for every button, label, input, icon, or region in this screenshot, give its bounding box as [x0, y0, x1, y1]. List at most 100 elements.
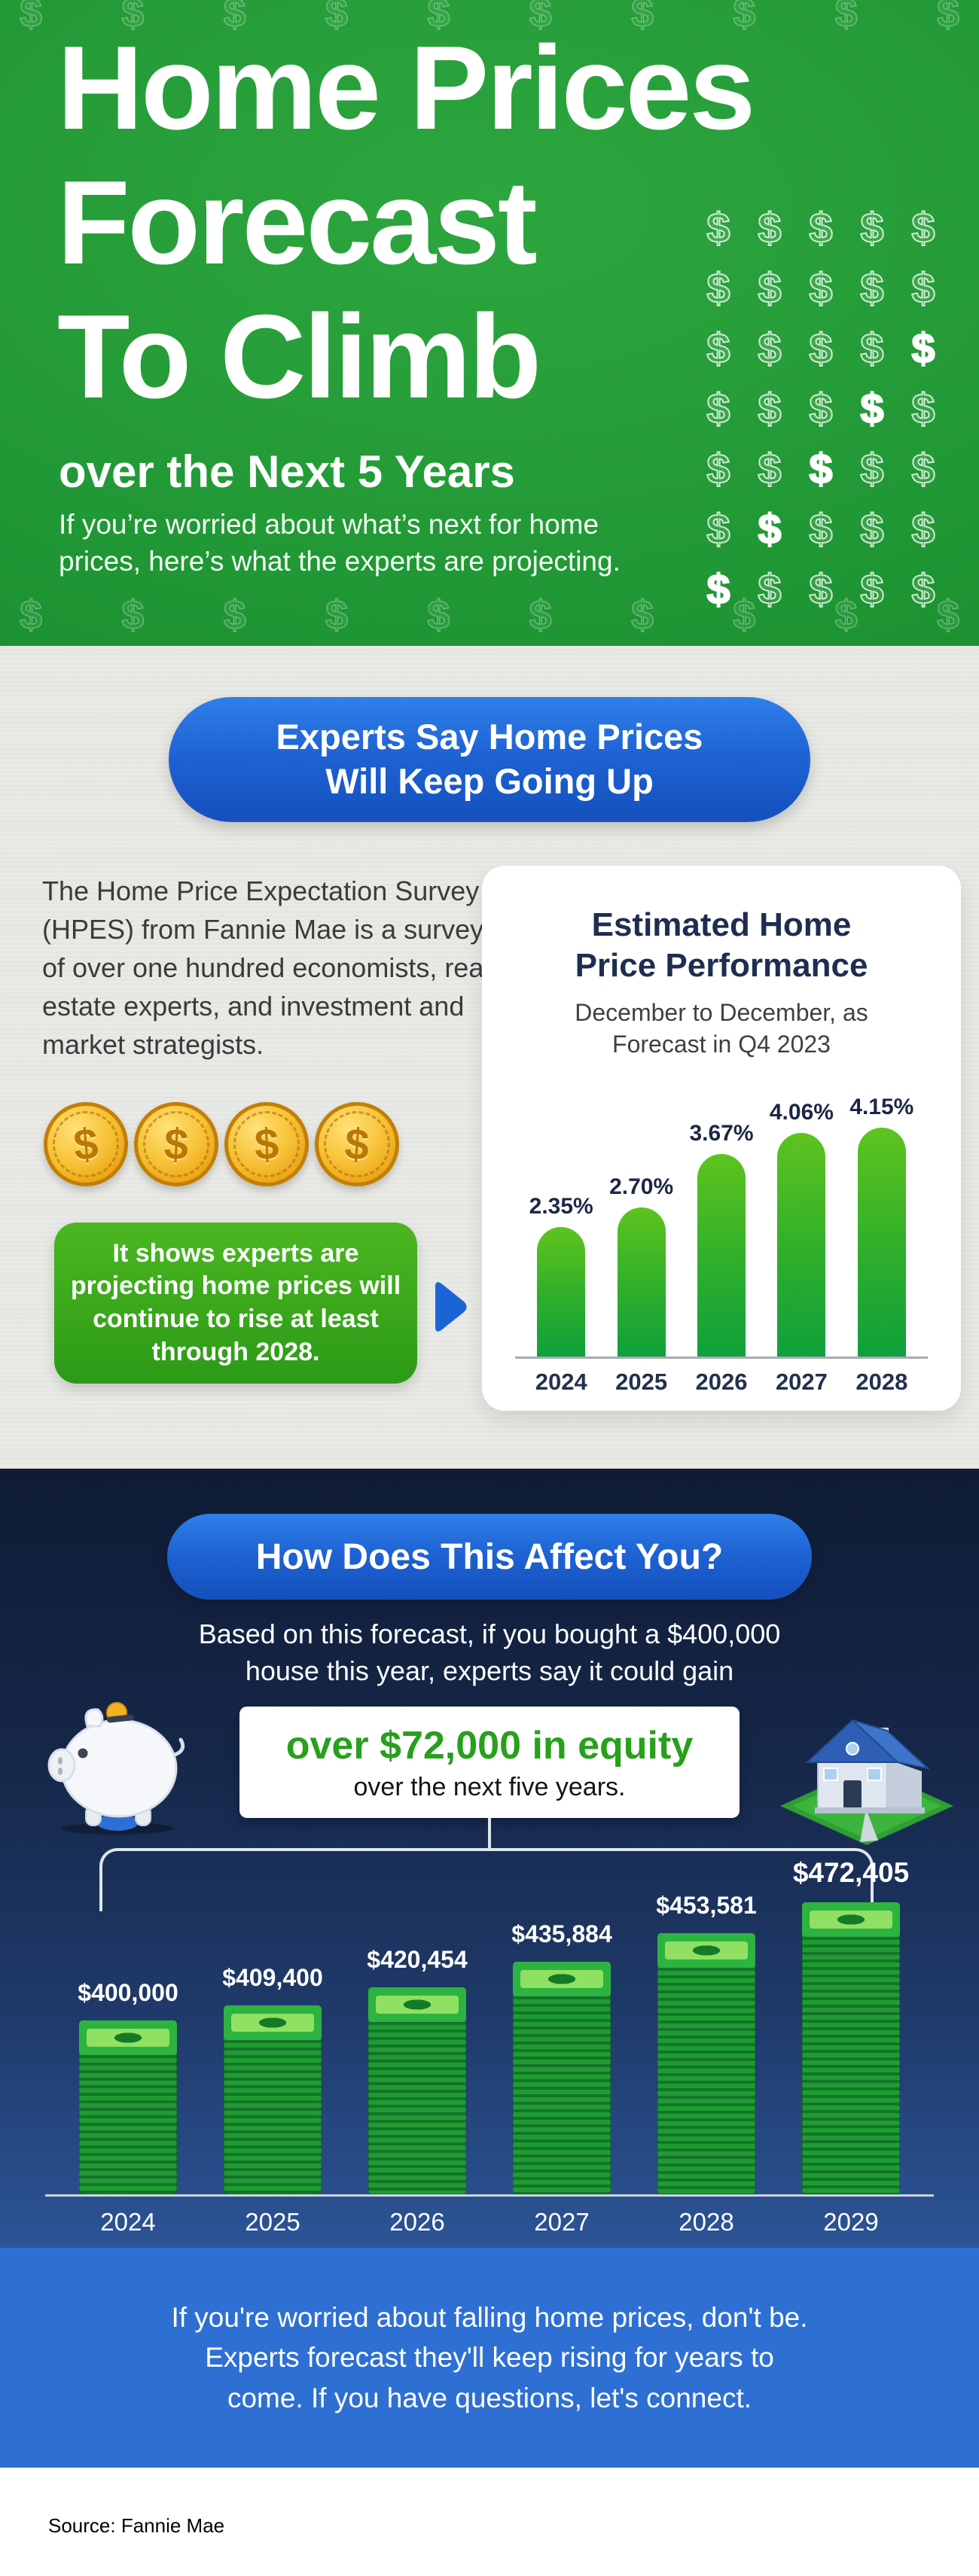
equity-callout-box: over $72,000 in equity over the next fiv…	[239, 1707, 740, 1818]
cta-band: If you're worried about falling home pri…	[0, 2248, 979, 2468]
affect-intro-text: Based on this forecast, if you bought a …	[198, 1618, 781, 1686]
dollar-sign-outline: $	[757, 203, 782, 252]
dollar-sign-outline: $	[757, 565, 782, 614]
bar-value-label: 4.15%	[849, 1095, 914, 1119]
dollar-sign-outline: $	[859, 263, 884, 312]
affect-section: How Does This Affect You? Based on this …	[0, 1469, 979, 2248]
coin-icons-row: $ $ $ $	[40, 1098, 402, 1190]
hpes-bar-column: 2.35%	[521, 1194, 601, 1357]
dollar-sign-faint: $	[630, 592, 654, 638]
dollar-sign-outline: $	[757, 324, 782, 373]
dollar-sign-solid: $	[859, 384, 884, 433]
dollar-sign-solid: $	[910, 324, 935, 373]
dollar-sign-outline: $	[910, 203, 935, 252]
dollar-sign-outline: $	[808, 384, 833, 433]
year-label: 2026	[695, 1369, 748, 1395]
bar-value-label: 2.35%	[529, 1194, 593, 1219]
money-stack-column: $400,000	[56, 1979, 200, 2194]
bar	[857, 1128, 906, 1357]
arrow-right-icon	[435, 1282, 467, 1332]
dollar-sign-outline: $	[706, 504, 730, 553]
money-stack-column: $409,400	[200, 1964, 345, 2194]
experts-section-heading: Experts Say Home Prices Will Keep Going …	[169, 697, 810, 822]
money-year-labels: 2024 2025 2026 2027 2028 2029	[56, 2197, 923, 2236]
dollar-sign-outline: $	[910, 444, 935, 493]
dollar-sign-faint: $	[121, 592, 145, 638]
title-line-2: Forecast	[57, 156, 538, 289]
dollar-sign-outline: $	[757, 384, 782, 433]
dollar-sign-faint: $	[834, 0, 859, 36]
dollar-sign-outline: $	[859, 203, 884, 252]
dollar-sign-outline: $	[910, 504, 935, 553]
connector-bracket-line	[99, 1848, 874, 1911]
dollar-sign-outline: $	[808, 263, 833, 312]
dollar-sign-outline: $	[859, 324, 884, 373]
money-stack-icon	[368, 1987, 466, 2194]
hpes-year-labels: 2024 2025 2026 2027 2028	[521, 1359, 922, 1396]
dollar-sign-faint: $	[223, 592, 247, 638]
money-stack-icon	[224, 2005, 322, 2194]
stack-value-label: $409,400	[222, 1964, 323, 1991]
dollar-sign-outline: $	[859, 444, 884, 493]
dollar-sign-outline: $	[808, 565, 833, 614]
cta-line-2: Experts forecast they'll keep rising for…	[205, 2342, 774, 2374]
dollar-sign-faint: $	[325, 592, 349, 638]
stack-value-label: $435,884	[511, 1920, 612, 1947]
coin-icon: $	[223, 1101, 310, 1188]
dollar-sign-outline: $	[859, 565, 884, 614]
bar	[537, 1227, 586, 1357]
year-label: 2025	[245, 2208, 300, 2236]
dollar-sign-outline: $	[910, 384, 935, 433]
dollar-sign-faint: $	[529, 592, 553, 638]
piggy-bank-icon	[47, 1702, 185, 1835]
title-line-1: Home Prices	[57, 22, 755, 154]
page-title: Home Prices Forecast To Climb	[57, 21, 755, 425]
year-label: 2025	[615, 1369, 668, 1395]
dollar-sign-outline: $	[910, 565, 935, 614]
stack-value-label: $453,581	[656, 1892, 757, 1919]
money-stack-icon	[657, 1933, 755, 2194]
dollar-sign-outline: $	[706, 384, 730, 433]
house-icon	[780, 1719, 953, 1845]
year-label: 2028	[679, 2208, 734, 2236]
dollar-sign-outline: $	[706, 324, 730, 373]
equity-duration-text: over the next five years.	[353, 1772, 626, 1801]
experts-callout-box: It shows experts are projecting home pri…	[54, 1223, 417, 1384]
title-line-3: To Climb	[57, 291, 541, 424]
year-label: 2026	[389, 2208, 445, 2236]
dollar-sign-outline: $	[859, 504, 884, 553]
money-stack-column: $435,884	[490, 1920, 634, 2194]
year-label: 2027	[775, 1369, 828, 1395]
money-stacks: $400,000 $409,400 $420,454 $435,884 $453,581…	[56, 1857, 923, 2194]
hpes-bar-chart: 2.35% 2.70% 3.67% 4.06% 4.15% 2024 2025 2026 20…	[515, 1092, 928, 1396]
dollar-sign-outline: $	[706, 263, 730, 312]
year-label: 2027	[534, 2208, 590, 2236]
bar	[697, 1154, 746, 1357]
bar-value-label: 3.67%	[689, 1121, 754, 1146]
coin-icon: $	[40, 1098, 132, 1190]
hpes-bars: 2.35% 2.70% 3.67% 4.06% 4.15%	[521, 1092, 922, 1357]
stack-value-label: $400,000	[78, 1979, 178, 2006]
dollar-sign-outline: $	[757, 263, 782, 312]
hpes-bar-column: 4.06%	[761, 1100, 841, 1357]
dollar-sign-faint: $	[19, 592, 43, 638]
chart-subtitle: December to December, as Forecast in Q4 …	[575, 999, 868, 1058]
money-stack-icon	[802, 1902, 900, 2194]
money-stack-column: $420,454	[345, 1946, 490, 2194]
source-text: Source: Fannie Mae	[48, 2514, 225, 2537]
money-stack-column: $472,405	[779, 1857, 923, 2194]
coin-dollar-glyph: $	[253, 1119, 280, 1170]
dollar-sign-faint: $	[427, 592, 451, 638]
chart-title: Estimated Home Price Performance	[575, 906, 868, 984]
hpes-description: The Home Price Expectation Survey (HPES)…	[42, 875, 490, 1061]
money-stack-icon	[513, 1962, 611, 2194]
hpes-bar-column: 2.70%	[601, 1174, 681, 1357]
dollar-sign-solid: $	[706, 565, 730, 614]
page-subtitle: over the Next 5 Years	[59, 446, 515, 497]
forecast-chart-card: Estimated Home Price Performance Decembe…	[482, 866, 961, 1411]
money-stack-icon	[79, 2020, 177, 2194]
coin-dollar-glyph: $	[163, 1119, 190, 1170]
experts-section: Experts Say Home Prices Will Keep Going …	[0, 646, 979, 1469]
cta-text: If you're worried about falling home pri…	[171, 2297, 807, 2419]
dollar-sign-outline: $	[808, 504, 833, 553]
